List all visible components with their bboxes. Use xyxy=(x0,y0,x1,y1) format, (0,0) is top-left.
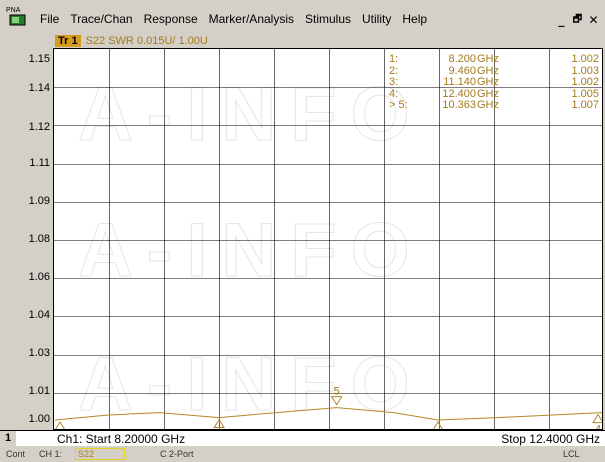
marker-value: 1.007 xyxy=(571,99,599,111)
marker-label: 4 xyxy=(595,424,601,430)
marker-triangle xyxy=(330,396,343,406)
y-axis-label: 1.09 xyxy=(28,195,50,207)
marker-label: 5 xyxy=(334,386,340,398)
channel-bar: 1 Ch1: Start 8.20000 GHz Stop 12.4000 GH… xyxy=(0,430,605,446)
marker-value: 1.005 xyxy=(571,87,599,100)
menu-file[interactable]: File xyxy=(40,12,60,26)
marker-frequency: 9.460 xyxy=(448,64,476,77)
menu-help[interactable]: Help xyxy=(402,12,428,26)
marker-index: 1: xyxy=(389,53,399,65)
marker-value: 1.003 xyxy=(571,64,599,77)
menu-utility[interactable]: Utility xyxy=(362,12,392,26)
status-local: LCL xyxy=(563,449,580,459)
menu-response[interactable]: Response xyxy=(143,12,198,26)
marker-frequency: 11.140 xyxy=(443,76,476,88)
status-calibration: C 2-Port xyxy=(160,449,194,459)
status-channel: CH 1: xyxy=(39,449,63,459)
y-axis-label: 1.00 xyxy=(28,413,50,425)
marker-index: 2: xyxy=(389,64,399,77)
marker-label: 2 xyxy=(216,429,222,430)
y-axis-label: 1.06 xyxy=(28,271,50,283)
marker-unit: GHz xyxy=(477,87,499,100)
marker-unit: GHz xyxy=(477,53,499,65)
pna-app-icon[interactable]: PNA xyxy=(3,3,31,31)
y-axis-label: 1.15 xyxy=(28,53,50,65)
trace-title-row: Tr 1 S22 SWR 0.015U/ 1.00U xyxy=(55,34,208,47)
y-axis-label: 1.14 xyxy=(28,82,50,94)
trace-line xyxy=(54,407,602,421)
channel-number[interactable]: 1 xyxy=(0,431,16,446)
y-axis-label: 1.11 xyxy=(29,157,50,169)
menu-trace-chan[interactable]: Trace/Chan xyxy=(70,12,133,26)
app-icon-text: PNA xyxy=(6,7,21,14)
marker-unit: GHz xyxy=(477,64,499,77)
marker-row[interactable]: 4: 12.400 GHz 1.005 xyxy=(389,87,599,101)
marker-triangle xyxy=(432,421,443,429)
y-axis-label: 1.01 xyxy=(28,385,50,397)
minimize-icon[interactable]: _ xyxy=(558,13,565,27)
marker-index: 4: xyxy=(389,87,399,100)
marker-index: 3: xyxy=(389,76,399,88)
marker-unit: GHz xyxy=(477,76,499,88)
marker-row[interactable]: 2: 9.460 GHz 1.003 xyxy=(389,64,599,78)
marker-row[interactable]: > 5: 10.363 GHz 1.007 xyxy=(389,99,599,112)
menu-stimulus[interactable]: Stimulus xyxy=(305,12,352,26)
marker-table: 1: 8.200 GHz 1.002 2: 9.460 GHz 1.003 3:… xyxy=(389,53,599,112)
y-axis-label: 1.12 xyxy=(28,121,50,133)
menu-marker-analysis[interactable]: Marker/Analysis xyxy=(208,12,294,26)
status-mode: Cont xyxy=(6,449,26,459)
marker-triangle xyxy=(55,421,65,429)
trace-title: S22 SWR 0.015U/ 1.00U xyxy=(85,34,208,47)
marker-frequency: 10.363 xyxy=(442,99,476,111)
restore-icon[interactable]: 🗗 xyxy=(572,14,583,25)
y-axis-label: 1.04 xyxy=(28,309,50,321)
trace-layer: 12345 xyxy=(54,386,602,430)
plot-grid xyxy=(54,49,602,429)
close-icon[interactable]: ✕ xyxy=(588,13,599,27)
stop-frequency[interactable]: Stop 12.4000 GHz xyxy=(501,432,600,446)
start-frequency[interactable]: Ch1: Start 8.20000 GHz xyxy=(57,432,186,446)
menu-bar: PNA File Trace/Chan Response Marker/Anal… xyxy=(0,0,605,33)
marker-unit: GHz xyxy=(477,99,499,111)
marker-index: > 5: xyxy=(389,99,408,111)
y-axis-label: 1.08 xyxy=(28,233,50,245)
marker-frequency: 8.200 xyxy=(448,53,476,65)
marker-triangle xyxy=(592,413,602,424)
marker-row[interactable]: 1: 8.200 GHz 1.002 xyxy=(389,53,599,66)
marker-value: 1.002 xyxy=(571,53,599,65)
marker-frequency: 12.400 xyxy=(442,87,476,100)
marker-triangle xyxy=(213,418,226,429)
status-parameter: S22 xyxy=(75,448,125,460)
y-axis-label: 1.03 xyxy=(28,347,50,359)
status-bar: Cont CH 1: S22 C 2-Port LCL xyxy=(0,447,605,462)
trace-tag[interactable]: Tr 1 xyxy=(55,34,81,47)
marker-value: 1.002 xyxy=(571,76,599,88)
marker-row[interactable]: 3: 11.140 GHz 1.002 xyxy=(389,76,599,89)
